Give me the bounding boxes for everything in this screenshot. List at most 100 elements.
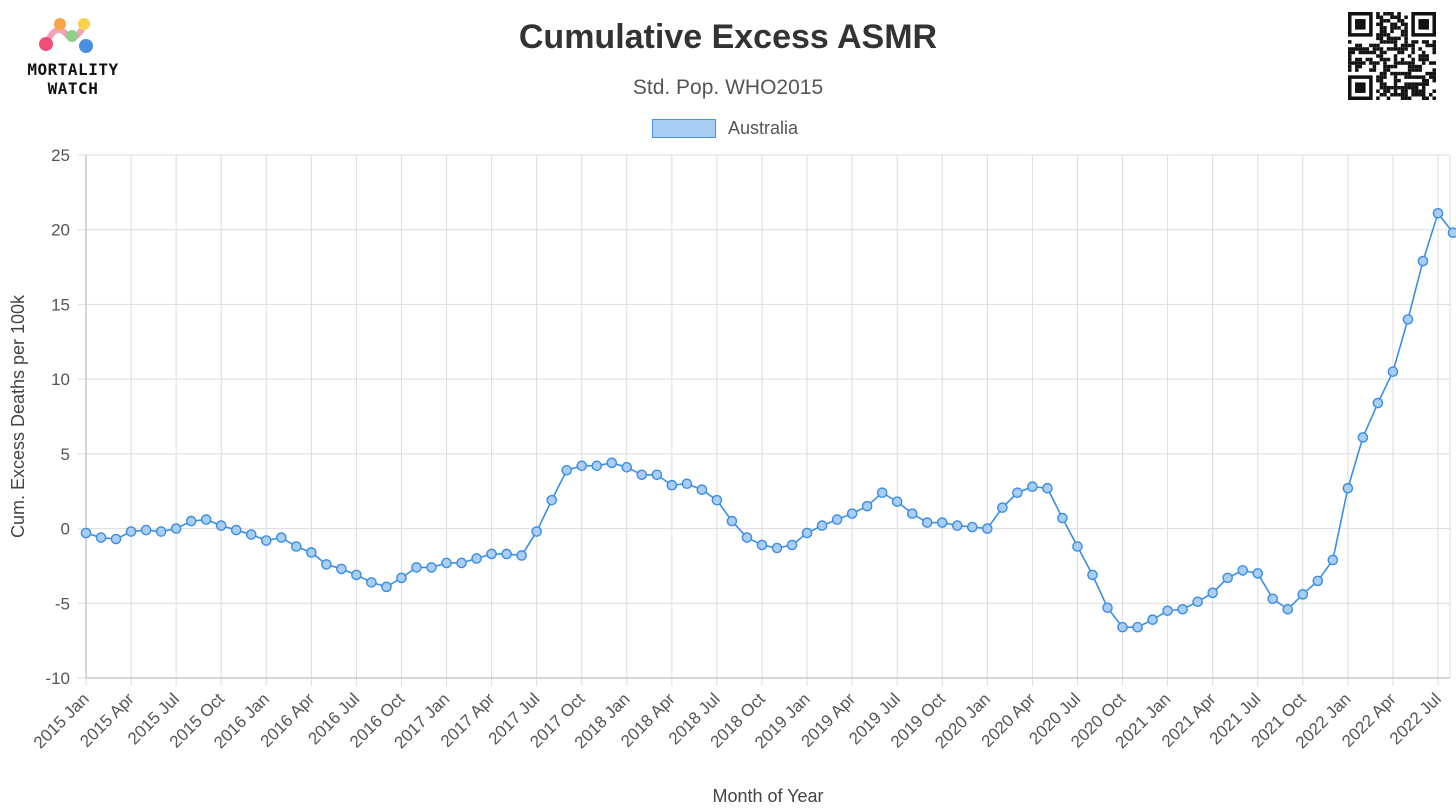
data-point [1147, 614, 1158, 626]
data-point [651, 469, 663, 481]
legend-label: Australia [728, 117, 799, 138]
y-tick-label: 5 [61, 445, 70, 464]
logo-text: MORTALITY WATCH [12, 60, 134, 98]
data-point [1087, 569, 1098, 581]
data-point [936, 517, 948, 528]
data-point [321, 559, 332, 570]
data-point [441, 557, 452, 569]
data-point [997, 502, 1008, 513]
data-point [1027, 481, 1038, 493]
data-point [471, 553, 482, 564]
data-point [1327, 554, 1339, 566]
data-point [831, 514, 843, 525]
data-point [291, 541, 302, 552]
data-point [230, 524, 242, 536]
chart-legend[interactable]: Australia [652, 116, 798, 140]
data-point [951, 520, 963, 531]
data-point [846, 508, 858, 519]
data-point [80, 527, 92, 539]
data-point [140, 524, 152, 536]
y-tick-label: 10 [51, 370, 70, 389]
data-point [366, 577, 377, 588]
data-point [756, 539, 768, 551]
data-point [275, 532, 287, 543]
data-point [95, 532, 107, 543]
data-point [982, 523, 993, 534]
y-tick-label: 25 [51, 146, 70, 165]
y-axis-title: Cum. Excess Deaths per 100k [8, 294, 28, 538]
data-point [816, 520, 828, 531]
data-point [1117, 621, 1128, 633]
data-point [1387, 366, 1399, 377]
data-point [411, 562, 422, 573]
data-point [591, 460, 603, 472]
data-point [876, 487, 888, 499]
legend-swatch [652, 118, 716, 138]
y-tick-label: 15 [51, 295, 70, 314]
data-point [1132, 621, 1143, 633]
y-tick-label: 20 [51, 221, 70, 240]
data-point [1057, 512, 1068, 524]
data-point [351, 569, 362, 581]
data-point [906, 508, 918, 519]
data-point [1417, 255, 1429, 267]
data-point [185, 515, 197, 527]
data-point [1012, 487, 1023, 499]
data-point [486, 548, 497, 560]
series-line-australia [85, 211, 1454, 628]
logo-line-2: WATCH [47, 79, 99, 98]
data-point [921, 517, 933, 528]
data-point [1102, 602, 1113, 614]
qr-code-icon [1348, 12, 1436, 100]
data-point [967, 521, 978, 533]
data-point [801, 527, 813, 539]
data-point [215, 520, 227, 531]
y-tick-label: 0 [61, 520, 70, 539]
data-point [576, 460, 588, 472]
data-point [260, 535, 272, 546]
data-point [546, 494, 557, 506]
data-point [396, 572, 407, 584]
data-point [606, 457, 618, 469]
data-point [861, 500, 873, 512]
data-point [1252, 568, 1264, 579]
logo-line-1: MORTALITY [27, 60, 119, 79]
data-point [1267, 593, 1279, 605]
data-point [1177, 603, 1188, 615]
chart-title: Cumulative Excess ASMR [518, 18, 938, 56]
y-tick-label: -10 [45, 669, 70, 688]
data-point [381, 581, 392, 593]
data-point [531, 526, 542, 537]
data-point [1342, 482, 1354, 494]
x-axis-title: Month of Year [712, 786, 823, 806]
data-point [1372, 397, 1384, 409]
data-point [621, 462, 633, 473]
data-point [200, 514, 212, 525]
data-point [726, 515, 738, 527]
data-point [1297, 589, 1309, 600]
y-tick-label: -5 [55, 594, 70, 613]
data-point [516, 550, 527, 561]
data-point [125, 526, 137, 537]
data-point [456, 557, 467, 569]
data-point [1222, 572, 1233, 584]
data-point [891, 496, 903, 507]
data-point [771, 542, 783, 554]
logo-graphic [39, 18, 93, 53]
data-point [1162, 605, 1173, 617]
data-point [1357, 432, 1369, 443]
data-point [711, 494, 723, 506]
data-point [170, 523, 182, 534]
data-point [786, 539, 798, 551]
data-point [155, 526, 167, 537]
data-point [245, 529, 257, 540]
data-point [561, 464, 573, 476]
data-point [1312, 575, 1324, 587]
data-point [696, 484, 708, 496]
data-point [1282, 603, 1294, 615]
mortality-watch-logo: MORTALITY WATCH [12, 14, 134, 102]
data-point [110, 533, 122, 545]
data-point [666, 479, 678, 491]
data-point [1042, 482, 1053, 494]
